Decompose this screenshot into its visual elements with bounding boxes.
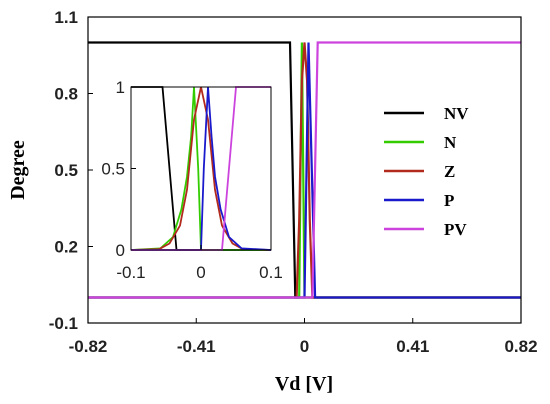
main-series-z xyxy=(88,42,521,299)
main-y-tick-label: 0.5 xyxy=(54,161,78,180)
main-y-tick-label: 1.1 xyxy=(54,8,78,27)
legend-label-nv: NV xyxy=(444,104,469,123)
main-x-tick-label: 0 xyxy=(300,337,309,356)
legend-label-z: Z xyxy=(444,162,455,181)
inset-y-tick-label: 1 xyxy=(116,78,125,97)
inset-plot-area xyxy=(131,87,271,250)
inset-y-tick-label: 0.5 xyxy=(101,160,125,179)
inset-series-p xyxy=(131,86,272,251)
inset-x-tick-label: 0.1 xyxy=(259,263,283,282)
y-axis-label: Degree xyxy=(7,140,29,200)
legend: NV NZP PV xyxy=(384,104,469,239)
legend-label-p: P xyxy=(444,191,454,210)
main-x-tick-label: -0.41 xyxy=(177,337,216,356)
x-axis-label: Vd [V] xyxy=(275,373,333,395)
inset-y-tick-label: 0 xyxy=(116,241,125,260)
main-x-tick-label: 0.41 xyxy=(396,337,429,356)
main-x-tick-label: 0.82 xyxy=(504,337,537,356)
main-y-tick-label: 0.2 xyxy=(54,238,78,257)
main-series-lines xyxy=(88,41,521,299)
main-x-tick-label: -0.82 xyxy=(69,337,108,356)
inset-series-n xyxy=(130,86,271,251)
main-ticks: -0.82 -0.41 0 0.41 0.82 -0.1 0.2 0.5 0.8 1.1 xyxy=(49,8,538,356)
legend-label-pv: PV xyxy=(444,220,467,239)
inset-x-tick-label: -0.1 xyxy=(116,263,145,282)
main-y-tick-label: 0.8 xyxy=(54,85,78,104)
inset-x-tick-label: 0 xyxy=(196,263,205,282)
main-y-tick-label: -0.1 xyxy=(49,314,78,333)
main-series-pv xyxy=(88,41,521,299)
legend-label-n: N xyxy=(444,133,457,152)
inset-ticks: -0.1 0 0.1 0 0.5 1 xyxy=(101,78,282,282)
